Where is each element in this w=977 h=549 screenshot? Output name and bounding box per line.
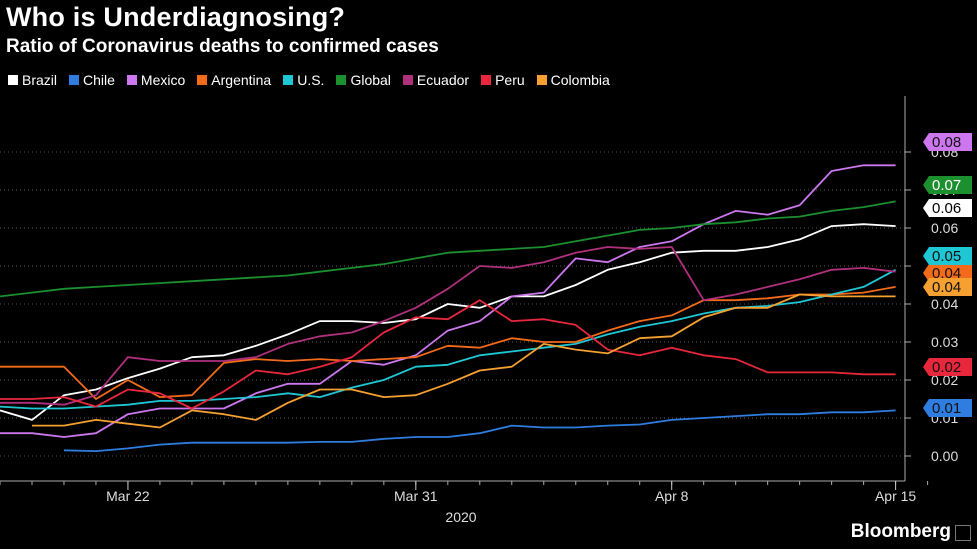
legend-label: Brazil	[22, 72, 58, 88]
x-axis: Mar 22 Mar 31 Apr 8 Apr 15 2020	[0, 480, 929, 525]
legend-label: Mexico	[140, 72, 186, 88]
legend-label: Global	[350, 72, 391, 88]
legend-item-ecuador: Ecuador	[402, 72, 470, 88]
legend-item-mexico: Mexico	[126, 72, 186, 88]
legend-item-brazil: Brazil	[8, 72, 57, 88]
end-label-text: 0.06	[932, 200, 961, 217]
end-label-colombia: 0.04	[923, 278, 972, 296]
legend-item-argentina: Argentina	[197, 72, 271, 88]
series-line-brazil	[0, 223, 896, 421]
series-line-global	[0, 200, 896, 298]
end-label-us: 0.05	[923, 247, 972, 265]
end-label-tag	[923, 278, 972, 296]
end-label-tag	[923, 358, 972, 376]
brand-mark-icon	[955, 525, 971, 541]
end-label-text: 0.08	[932, 134, 961, 151]
legend-swatch	[69, 75, 80, 85]
chart-title: Who is Underdiagnosing?	[6, 2, 346, 32]
end-label-brazil: 0.06	[923, 199, 972, 217]
bloomberg-logo: Bloomberg	[850, 521, 951, 542]
y-tick-label: 0.00	[931, 448, 958, 464]
series-line-us	[0, 269, 897, 410]
end-label-tag	[923, 199, 972, 217]
x-tick-label: Mar 31	[394, 488, 438, 504]
legend-item-peru: Peru	[481, 72, 525, 88]
legend-item-us: U.S.	[283, 72, 324, 88]
series-line-colombia	[32, 293, 896, 429]
end-label-chile: 0.01	[923, 399, 972, 417]
x-tick-label: Apr 15	[875, 488, 916, 504]
series-line-mexico	[0, 164, 896, 438]
series-line-peru	[0, 299, 896, 410]
x-axis-label: 2020	[445, 509, 476, 525]
chart-subtitle: Ratio of Coronavirus deaths to confirmed…	[6, 36, 439, 57]
legend-item-colombia: Colombia	[536, 72, 610, 88]
end-label-tag	[923, 133, 972, 151]
end-label-tag	[923, 399, 972, 417]
end-label-tag	[923, 247, 972, 265]
legend-swatch	[283, 75, 294, 85]
end-label-text: 0.02	[932, 359, 961, 376]
series-line-ecuador	[0, 246, 896, 406]
end-label-text: 0.07	[932, 177, 961, 194]
y-tick-label: 0.06	[931, 220, 958, 236]
legend-label: U.S.	[297, 72, 325, 88]
end-label-tag	[923, 176, 972, 194]
series-lines	[0, 164, 897, 452]
x-tick-label: Apr 8	[655, 488, 689, 504]
legend-swatch	[126, 75, 137, 85]
end-label-mexico: 0.08	[923, 133, 972, 151]
legend-swatch	[402, 75, 413, 85]
legend: Brazil Chile Mexico Argentina U.S. Global Ecua…	[8, 72, 610, 88]
end-label-peru: 0.02	[923, 358, 972, 376]
y-tick-label: 0.04	[931, 296, 958, 312]
legend-label: Peru	[495, 72, 525, 88]
legend-swatch	[536, 75, 547, 85]
legend-swatch	[8, 75, 18, 85]
legend-swatch	[336, 75, 347, 85]
x-tick-label: Mar 22	[106, 488, 150, 504]
legend-label: Chile	[83, 72, 115, 88]
end-label-global: 0.07	[923, 176, 972, 194]
end-labels: 0.060.010.080.040.050.070.020.04	[923, 133, 972, 417]
end-label-text: 0.04	[932, 265, 961, 282]
legend-item-global: Global	[336, 72, 391, 88]
end-label-text: 0.01	[932, 400, 961, 417]
end-label-text: 0.05	[932, 248, 961, 265]
legend-swatch	[481, 75, 492, 85]
end-label-tag	[923, 264, 972, 282]
series-line-chile	[63, 409, 896, 452]
y-tick-label: 0.03	[931, 334, 958, 350]
end-label-argentina: 0.04	[923, 264, 972, 282]
end-label-text: 0.04	[932, 279, 961, 296]
legend-item-chile: Chile	[69, 72, 115, 88]
legend-label: Argentina	[211, 72, 272, 88]
legend-label: Colombia	[550, 72, 610, 88]
legend-swatch	[197, 75, 208, 85]
legend-label: Ecuador	[416, 72, 470, 88]
